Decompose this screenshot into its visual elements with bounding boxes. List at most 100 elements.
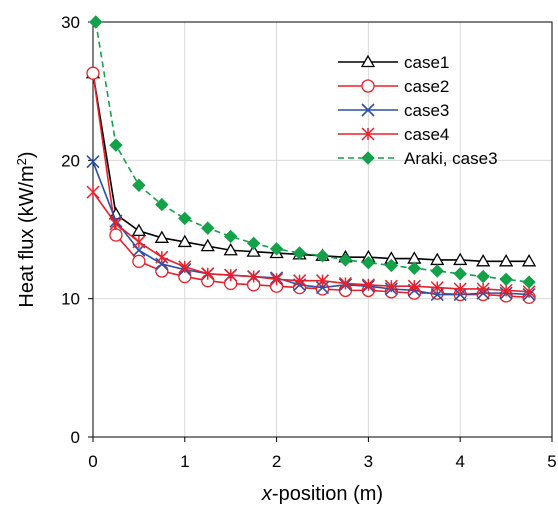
legend-label: case3: [404, 101, 449, 120]
data-point: [498, 254, 514, 267]
data-point: [407, 279, 421, 293]
data-point: [361, 255, 376, 270]
data-point: [155, 250, 169, 264]
legend-entry: case2: [338, 77, 449, 96]
data-point: [155, 264, 169, 278]
data-point: [315, 249, 330, 263]
y-axis: 0 10 20 30: [61, 13, 93, 447]
data-point: [223, 229, 238, 244]
legend-label: case1: [404, 53, 449, 72]
data-point: [453, 252, 468, 266]
data-point: [499, 283, 513, 297]
data-point: [361, 278, 375, 292]
x-axis: 0 1 2 3 4 5: [88, 437, 557, 471]
data-point: [338, 276, 352, 290]
data-point: [155, 257, 169, 271]
data-point: [522, 275, 536, 289]
y-axis-title-superscript: 2: [14, 158, 29, 165]
series-case3: [86, 155, 536, 302]
legend-label: case2: [404, 77, 449, 96]
data-point: [361, 127, 375, 141]
data-point: [224, 268, 238, 282]
series-line: [92, 191, 530, 293]
data-point: [384, 258, 399, 273]
data-point: [338, 253, 353, 267]
data-point: [132, 178, 146, 192]
y-tick-label: 30: [61, 13, 80, 32]
series-line: [92, 161, 530, 296]
series-case4: [86, 185, 536, 299]
data-point: [132, 254, 146, 268]
data-point: [109, 217, 123, 231]
x-tick-label: 0: [88, 452, 97, 471]
legend-entry: Araki, case3: [338, 149, 498, 168]
data-point: [430, 287, 444, 302]
data-point: [293, 274, 307, 288]
data-point: [361, 103, 375, 117]
data-point: [131, 223, 147, 237]
y-tick-label: 0: [71, 428, 80, 447]
data-point: [384, 279, 398, 293]
legend-entry: case3: [338, 101, 449, 120]
legend: case1 case2 case3 case4 Araki, case3: [338, 53, 498, 168]
data-point: [430, 264, 444, 278]
x-tick-label: 4: [455, 452, 464, 471]
data-point: [178, 211, 192, 226]
data-point: [86, 66, 100, 80]
data-point: [361, 79, 375, 93]
data-point: [86, 155, 100, 169]
y-tick-label: 20: [61, 151, 80, 170]
data-point: [154, 230, 169, 243]
data-point: [270, 272, 284, 286]
data-point: [361, 151, 375, 165]
data-point: [109, 138, 123, 152]
data-point: [223, 242, 238, 256]
y-axis-title-close: ): [16, 151, 38, 158]
y-axis-title-main: Heat flux (kW/m: [16, 165, 38, 307]
data-point: [109, 228, 123, 242]
data-point: [246, 236, 261, 251]
series-araki-case3: [89, 15, 536, 289]
grid: [93, 22, 552, 437]
data-point: [201, 267, 215, 281]
data-point: [499, 272, 513, 287]
data-point: [476, 254, 491, 267]
data-point: [453, 282, 467, 296]
data-point: [315, 274, 330, 288]
data-point: [201, 221, 215, 235]
data-point: [292, 246, 307, 260]
data-point: [86, 185, 100, 199]
data-point: [177, 234, 192, 248]
x-axis-title-italic: x: [261, 483, 273, 505]
legend-entry: case1: [338, 53, 449, 72]
data-point: [476, 269, 490, 284]
x-tick-label: 5: [547, 452, 556, 471]
data-point: [89, 15, 103, 29]
x-tick-label: 3: [364, 452, 373, 471]
data-point: [247, 270, 261, 284]
data-point: [521, 254, 537, 267]
legend-label: Araki, case3: [404, 149, 498, 168]
data-point: [360, 54, 376, 68]
data-point: [315, 281, 330, 295]
x-tick-label: 2: [272, 452, 281, 471]
data-point: [407, 261, 422, 275]
data-point: [269, 242, 284, 256]
x-axis-title: x-position (m): [261, 483, 383, 505]
plot-area: [92, 21, 553, 438]
data-point: [246, 244, 261, 257]
y-tick-label: 10: [61, 290, 80, 309]
data-point: [178, 260, 192, 274]
data-point: [155, 197, 169, 212]
data-point: [453, 267, 467, 281]
x-tick-label: 1: [180, 452, 189, 471]
series-layer: [85, 15, 537, 304]
series-case2: [86, 66, 536, 304]
legend-entry: case4: [338, 125, 449, 144]
data-point: [430, 281, 444, 295]
data-point: [476, 282, 490, 296]
y-axis-title: Heat flux (kW/m2): [14, 151, 39, 307]
legend-label: case4: [404, 125, 449, 144]
x-axis-title-rest: -position (m): [272, 483, 383, 505]
data-point: [132, 235, 146, 249]
